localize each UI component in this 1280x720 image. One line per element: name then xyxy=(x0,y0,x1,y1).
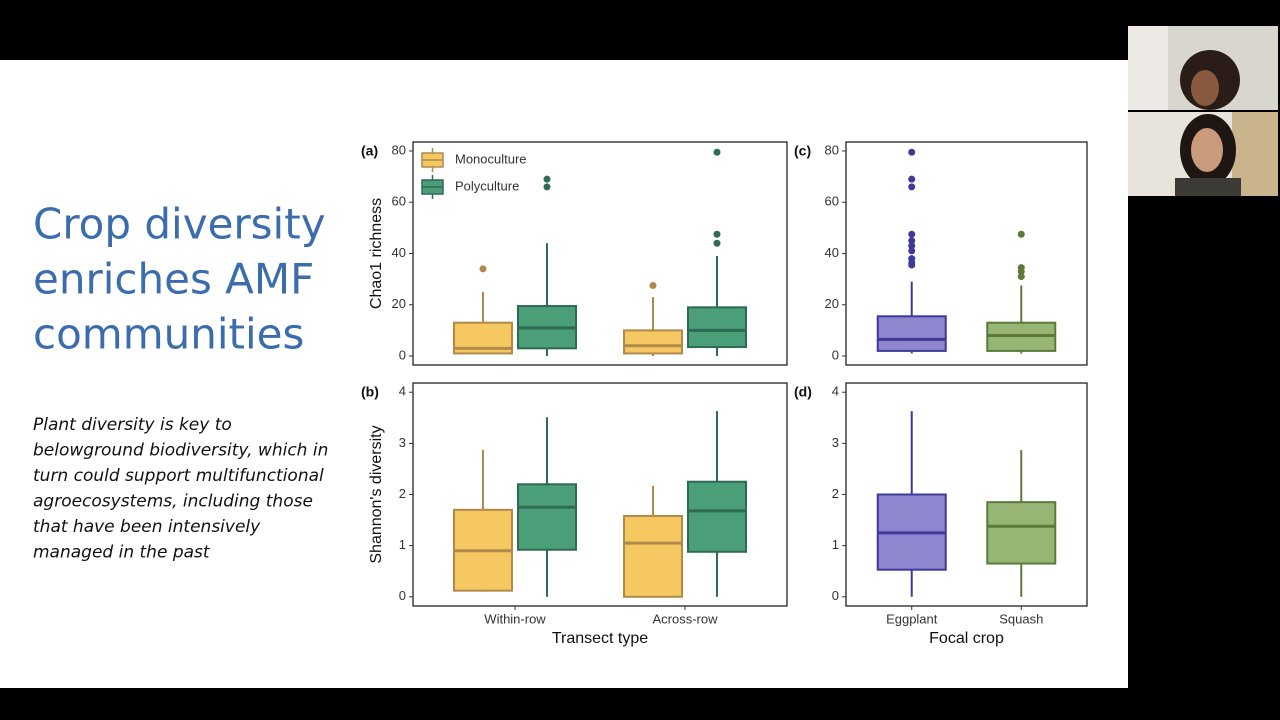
y-tick-label: 2 xyxy=(399,486,406,501)
outlier xyxy=(908,230,916,238)
outlier xyxy=(1017,230,1025,238)
slide-body: turn could support multifunctional xyxy=(33,466,324,486)
y-tick-label: 4 xyxy=(832,384,839,399)
person xyxy=(1175,178,1241,196)
outlier xyxy=(908,237,916,245)
outlier xyxy=(908,183,916,191)
outlier xyxy=(908,148,916,156)
outlier xyxy=(908,175,916,183)
box xyxy=(986,501,1057,565)
panel-label: (d) xyxy=(794,384,812,400)
slide-body: belowground biodiversity, which in xyxy=(33,441,328,461)
slide-body: managed in the past xyxy=(33,543,211,563)
outlier xyxy=(713,230,721,238)
x-tick-label: Eggplant xyxy=(886,611,938,626)
panel-label: (c) xyxy=(794,143,811,159)
box xyxy=(687,306,747,349)
slide-title: Crop diversity xyxy=(33,200,326,249)
video-thumbnail xyxy=(1128,26,1278,110)
outlier xyxy=(479,265,487,273)
outlier xyxy=(713,239,721,247)
y-tick-label: 80 xyxy=(392,142,406,157)
panel-label: (a) xyxy=(361,143,378,159)
outlier xyxy=(543,183,551,191)
person xyxy=(1191,70,1219,106)
x-tick-label: Across-row xyxy=(652,611,718,626)
slide-title: communities xyxy=(33,310,304,359)
y-tick-label: 40 xyxy=(825,245,839,260)
y-tick-label: 2 xyxy=(832,486,839,501)
outlier xyxy=(649,282,657,290)
box xyxy=(517,483,577,551)
outlier xyxy=(1017,264,1025,272)
slide-body: agroecosystems, including those xyxy=(33,492,313,512)
y-tick-label: 1 xyxy=(399,537,406,552)
slide-title: enriches AMF xyxy=(33,255,314,304)
video-background xyxy=(1128,26,1168,110)
y-tick-label: 3 xyxy=(399,435,406,450)
y-tick-label: 3 xyxy=(832,435,839,450)
panel-label: (b) xyxy=(361,384,379,400)
outlier xyxy=(713,148,721,156)
y-tick-label: 4 xyxy=(399,384,406,399)
box xyxy=(623,329,683,355)
y-tick-label: 0 xyxy=(832,588,839,603)
y-tick-label: 0 xyxy=(399,347,406,362)
y-tick-label: 1 xyxy=(832,537,839,552)
box xyxy=(876,315,947,352)
legend-label: Monoculture xyxy=(455,151,527,166)
y-tick-label: 80 xyxy=(825,142,839,157)
y-tick-label: 60 xyxy=(392,194,406,209)
slide-body: Plant diversity is key to xyxy=(33,415,232,435)
x-tick-label: Squash xyxy=(999,611,1043,626)
box xyxy=(623,514,683,598)
x-axis-label: Transect type xyxy=(552,630,648,647)
y-tick-label: 60 xyxy=(825,194,839,209)
slide-text: Crop diversity enriches AMF communities Pla… xyxy=(33,200,328,563)
box xyxy=(687,480,747,553)
slide-body: that have been intensively xyxy=(33,517,261,537)
x-tick-label: Within-row xyxy=(484,611,546,626)
outlier xyxy=(908,242,916,250)
outlier xyxy=(908,247,916,255)
y-axis-label: Chao1 richness xyxy=(368,198,385,309)
legend-label: Polyculture xyxy=(455,178,519,193)
y-tick-label: 20 xyxy=(825,296,839,311)
person xyxy=(1191,128,1223,172)
y-tick-label: 40 xyxy=(392,245,406,260)
outlier xyxy=(1017,273,1025,281)
y-tick-label: 0 xyxy=(399,588,406,603)
x-axis-label: Focal crop xyxy=(929,630,1004,647)
y-axis-label: Shannon's diversity xyxy=(368,425,385,563)
outlier xyxy=(543,175,551,183)
slide xyxy=(0,60,1128,688)
y-tick-label: 20 xyxy=(392,296,406,311)
y-tick-label: 0 xyxy=(832,347,839,362)
outlier xyxy=(908,255,916,263)
video-thumbnail xyxy=(1128,112,1278,196)
